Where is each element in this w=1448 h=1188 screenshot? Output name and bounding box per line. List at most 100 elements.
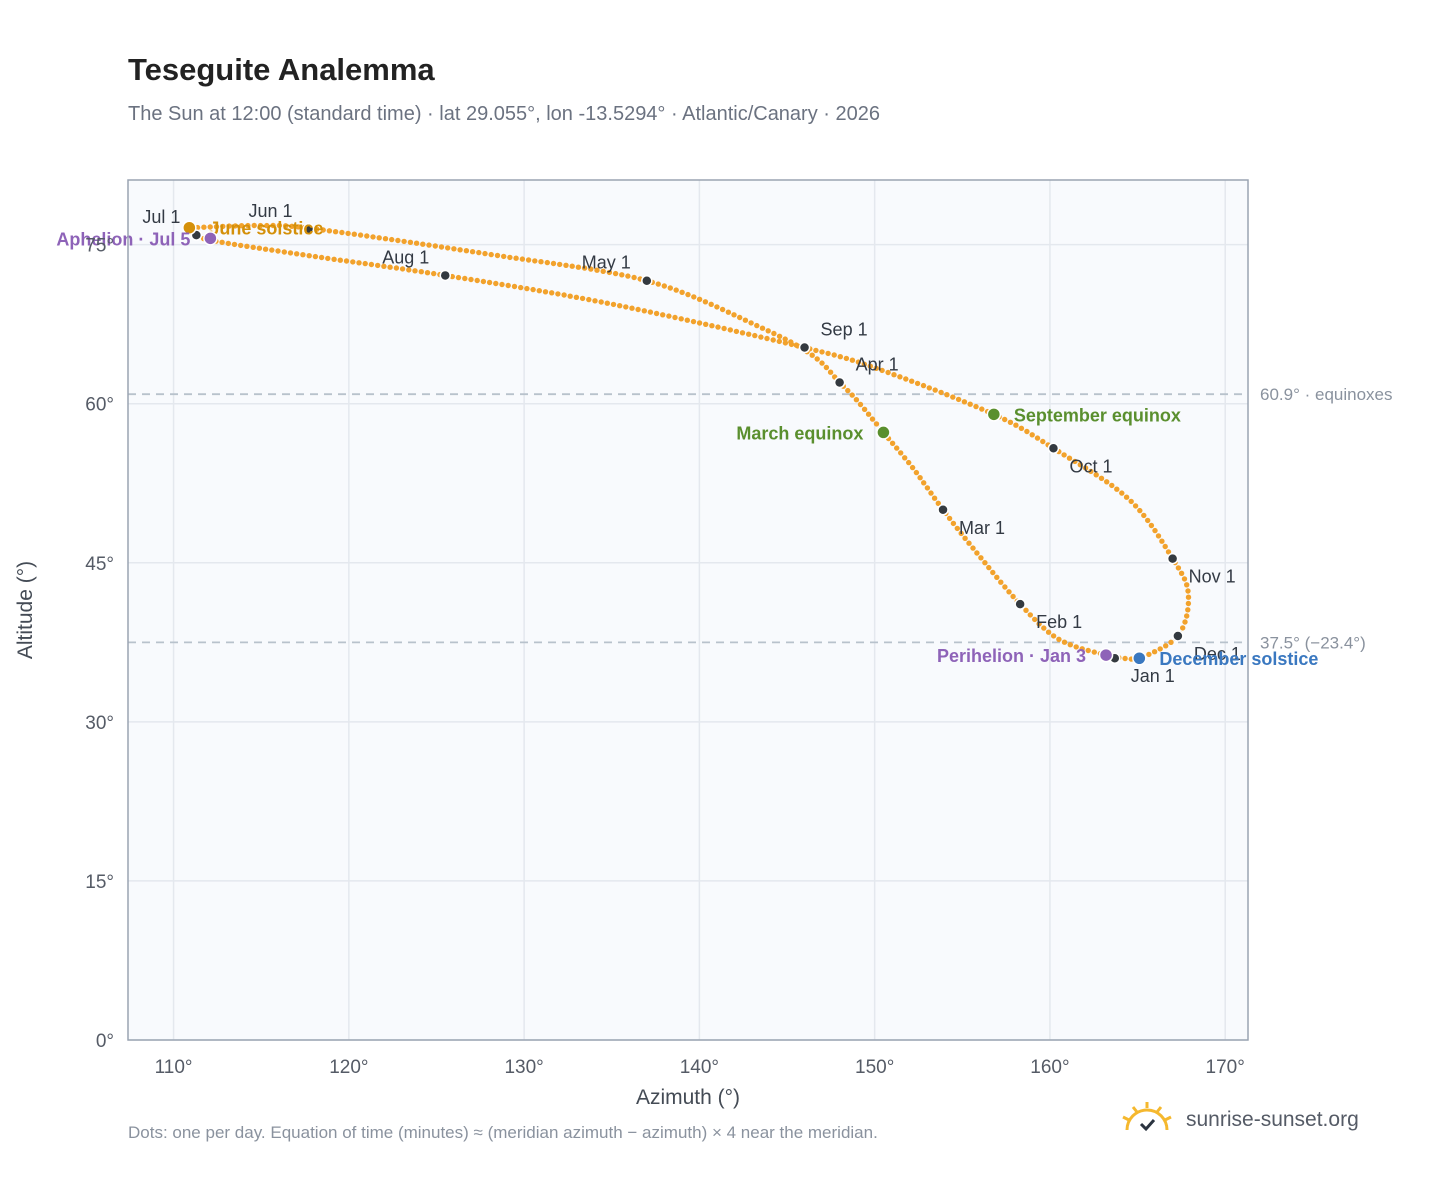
daily-dot bbox=[542, 289, 549, 295]
event-marker bbox=[1132, 650, 1147, 666]
brand-name: sunrise-sunset.org bbox=[1186, 1107, 1359, 1131]
daily-dot bbox=[476, 249, 482, 256]
daily-dot bbox=[631, 274, 637, 281]
daily-dot bbox=[902, 455, 908, 461]
daily-dot bbox=[283, 223, 289, 229]
daily-dot bbox=[251, 222, 257, 229]
event-marker bbox=[203, 231, 218, 246]
daily-dot bbox=[891, 372, 897, 378]
daily-dot bbox=[973, 403, 979, 410]
daily-dot bbox=[594, 267, 600, 273]
daily-dot bbox=[819, 349, 825, 355]
daily-dot bbox=[445, 245, 451, 251]
daily-dot bbox=[782, 336, 788, 342]
daily-dot bbox=[765, 328, 771, 334]
daily-dot bbox=[962, 535, 968, 541]
daily-dot bbox=[457, 247, 463, 253]
daily-dot bbox=[861, 361, 867, 367]
daily-dot bbox=[256, 245, 263, 251]
daily-dot bbox=[220, 223, 226, 230]
daily-dot bbox=[1185, 600, 1192, 607]
daily-dot bbox=[955, 396, 962, 403]
daily-dot bbox=[555, 291, 561, 297]
daily-dot bbox=[1040, 438, 1046, 445]
daily-dot bbox=[1148, 522, 1155, 529]
daily-dot bbox=[739, 330, 746, 336]
daily-dot bbox=[468, 276, 474, 283]
daily-dot bbox=[219, 239, 225, 245]
daily-dot bbox=[426, 242, 432, 248]
daily-dot bbox=[1163, 643, 1169, 649]
event-label: Perihelion · Jan 3 bbox=[937, 646, 1086, 666]
daily-dot bbox=[954, 525, 960, 532]
daily-dot bbox=[979, 406, 985, 412]
daily-dot bbox=[1114, 486, 1120, 492]
month-marker bbox=[439, 269, 451, 282]
daily-dot bbox=[264, 222, 270, 229]
daily-dot bbox=[913, 469, 920, 476]
daily-dot bbox=[1013, 422, 1019, 428]
daily-dot bbox=[1104, 479, 1110, 485]
daily-dot bbox=[501, 253, 507, 260]
event-label: September equinox bbox=[1014, 405, 1181, 425]
daily-dot bbox=[690, 318, 697, 325]
daily-dot bbox=[339, 229, 345, 236]
daily-dot bbox=[375, 262, 381, 269]
daily-dot bbox=[588, 266, 594, 272]
daily-dot bbox=[494, 252, 501, 259]
axes: 110° 120° 130° 140° 150° 160° 170° 0° 15° 30° 45° 6… bbox=[85, 236, 1245, 1078]
daily-dot bbox=[532, 258, 538, 264]
daily-dot bbox=[1137, 507, 1143, 514]
daily-dot bbox=[343, 258, 350, 264]
daily-dot bbox=[600, 268, 606, 274]
daily-dot bbox=[931, 495, 938, 501]
daily-dot bbox=[511, 283, 518, 290]
daily-dot bbox=[727, 327, 733, 333]
event-label: Aphelion · Jul 5 bbox=[56, 229, 190, 249]
daily-dot bbox=[1145, 517, 1151, 524]
daily-dot bbox=[1181, 576, 1188, 582]
daily-dot bbox=[782, 340, 789, 346]
daily-dot bbox=[702, 299, 709, 305]
daily-dot bbox=[1061, 452, 1067, 458]
daily-dot bbox=[721, 325, 727, 332]
daily-dot bbox=[1050, 633, 1057, 639]
daily-dot bbox=[201, 224, 207, 230]
month-marker bbox=[641, 274, 653, 287]
daily-dot bbox=[395, 237, 401, 244]
daily-dot bbox=[764, 335, 770, 342]
daily-dot bbox=[1072, 458, 1078, 465]
daily-dot bbox=[921, 480, 927, 486]
reference-line-label: 37.5° (−23.4°) bbox=[1260, 633, 1366, 652]
daily-dot bbox=[1175, 565, 1182, 571]
x-tick-label: 150° bbox=[855, 1057, 894, 1078]
daily-dot bbox=[312, 253, 319, 260]
daily-dot bbox=[469, 249, 476, 255]
daily-dot bbox=[623, 304, 629, 310]
daily-dot bbox=[612, 270, 619, 277]
daily-dot bbox=[873, 365, 879, 371]
daily-dot bbox=[819, 360, 825, 366]
daily-dot bbox=[1088, 468, 1094, 475]
daily-dot bbox=[703, 321, 709, 327]
daily-dot bbox=[813, 347, 819, 354]
daily-dot bbox=[1184, 582, 1190, 588]
daily-dot bbox=[1029, 432, 1035, 438]
daily-dot bbox=[731, 312, 737, 318]
brand[interactable]: sunrise-sunset.org bbox=[1118, 1100, 1359, 1139]
daily-dot bbox=[557, 261, 563, 268]
x-tick-label: 140° bbox=[680, 1057, 719, 1078]
daily-dot bbox=[725, 309, 732, 315]
daily-dot bbox=[771, 330, 777, 337]
daily-dot bbox=[1098, 475, 1105, 481]
daily-dot bbox=[986, 564, 992, 571]
y-tick-label: 45° bbox=[85, 554, 114, 575]
daily-dot bbox=[575, 264, 582, 270]
daily-dot bbox=[345, 230, 351, 237]
daily-dot bbox=[389, 236, 395, 243]
daily-dot bbox=[418, 269, 424, 275]
daily-dot bbox=[592, 298, 598, 304]
daily-dot bbox=[518, 284, 524, 291]
daily-dot bbox=[314, 226, 320, 232]
daily-dot bbox=[894, 445, 900, 451]
